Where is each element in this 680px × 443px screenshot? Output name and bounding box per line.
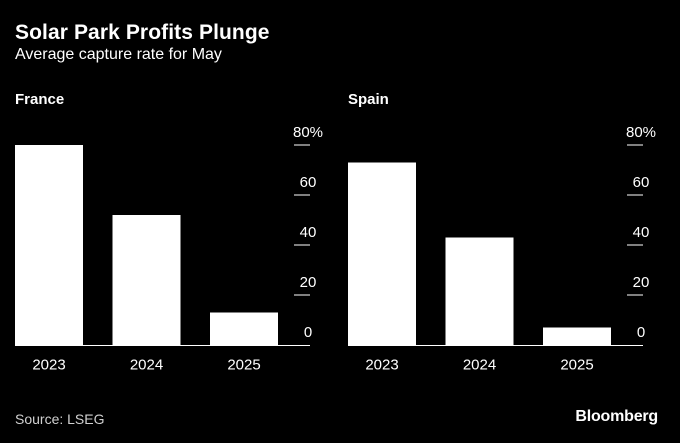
france-ytick-label-40: 40	[300, 224, 317, 241]
france-ytick-label-60: 60	[300, 174, 317, 191]
france-bar-2025	[210, 312, 278, 345]
spain-xtick-label-2024: 2024	[463, 356, 496, 373]
spain-xtick-label-2023: 2023	[365, 356, 398, 373]
france-panel-title: France	[15, 91, 64, 108]
spain-ytick-label-60: 60	[633, 174, 650, 191]
france-ytick-label-80: 80%	[293, 124, 323, 141]
france-ytick-label-0: 0	[304, 324, 312, 341]
chart-title: Solar Park Profits Plunge	[15, 21, 270, 44]
spain-bar-2023	[348, 162, 416, 345]
france-bar-2024	[112, 215, 181, 345]
france-bar-2023	[15, 145, 83, 345]
bloomberg-logo: Bloomberg	[575, 408, 658, 425]
france-xtick-label-2024: 2024	[130, 356, 163, 373]
spain-ytick-label-0: 0	[637, 324, 645, 341]
spain-xtick-label-2025: 2025	[560, 356, 593, 373]
spain-ytick-label-40: 40	[633, 224, 650, 241]
spain-panel-title: Spain	[348, 91, 389, 108]
france-xtick-label-2023: 2023	[32, 356, 65, 373]
spain-bar-2024	[445, 237, 514, 345]
chart-subtitle: Average capture rate for May	[15, 46, 222, 63]
spain-ytick-label-80: 80%	[626, 124, 656, 141]
spain-ytick-label-20: 20	[633, 274, 650, 291]
france-ytick-label-20: 20	[300, 274, 317, 291]
france-xtick-label-2025: 2025	[227, 356, 260, 373]
source-note: Source: LSEG	[15, 411, 105, 427]
spain-bar-2025	[543, 327, 611, 345]
